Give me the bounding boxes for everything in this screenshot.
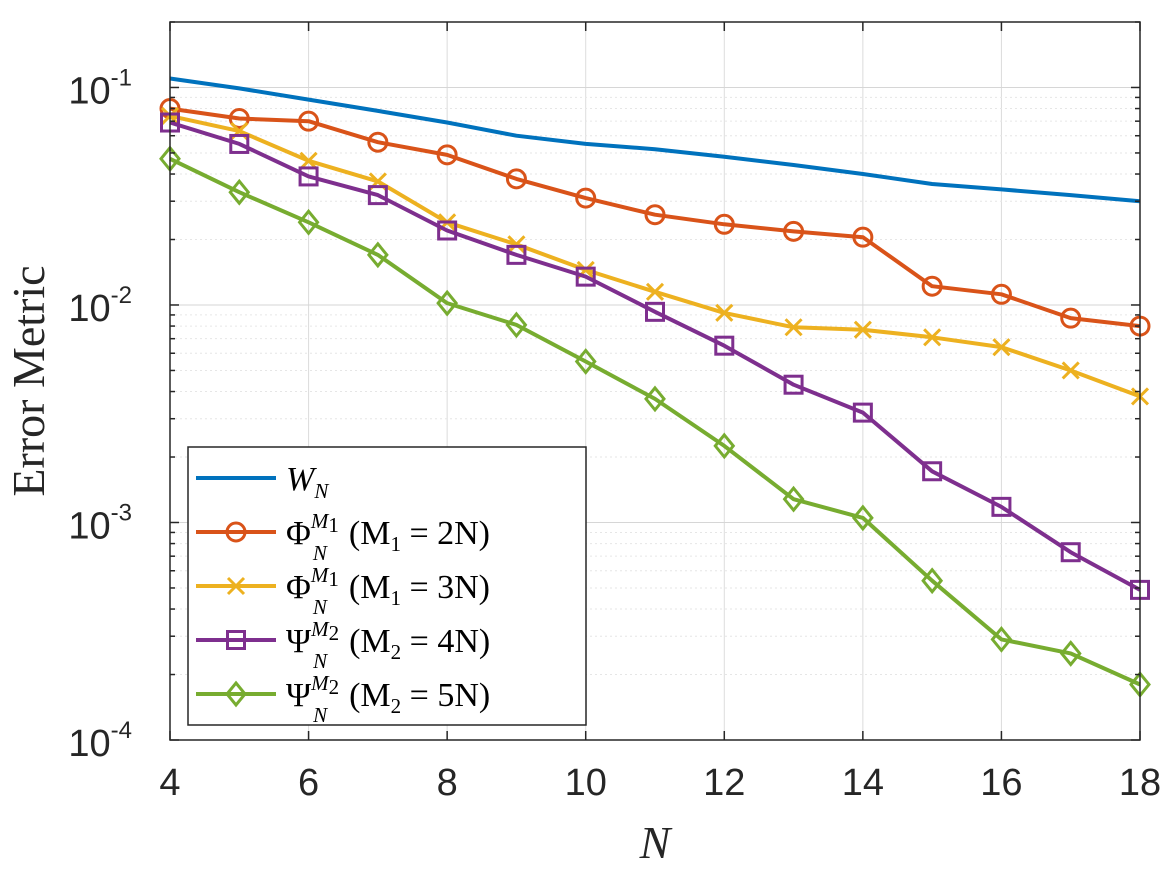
data-point <box>1061 361 1080 380</box>
data-point <box>226 630 246 650</box>
data-point <box>783 220 805 242</box>
data-point <box>225 680 247 708</box>
data-point <box>852 226 874 248</box>
legend-entry: ΨM2 N(M2 = 5N) <box>196 671 490 727</box>
data-point <box>644 204 666 226</box>
data-point <box>507 235 526 254</box>
legend-entry: WN <box>196 461 329 503</box>
data-point <box>1059 640 1082 667</box>
data-point <box>921 275 943 297</box>
data-point <box>575 187 597 209</box>
data-point <box>225 521 247 543</box>
y-tick-label: 10-1 <box>68 64 132 112</box>
data-point <box>366 241 389 269</box>
legend-label: ΦM1 N(M1 = 2N) <box>286 509 490 565</box>
legend-label: ΨM2 N(M2 = 5N) <box>286 671 490 727</box>
data-point <box>367 185 388 206</box>
data-point <box>990 626 1013 653</box>
data-point <box>784 318 803 337</box>
plot-frame <box>169 21 1141 741</box>
series-x <box>160 106 1150 406</box>
series-line <box>169 106 1141 329</box>
data-point <box>713 213 735 235</box>
x-tick-label: 6 <box>298 762 319 804</box>
data-point <box>229 133 250 154</box>
legend-label: ΦM1 N(M1 = 3N) <box>286 563 490 619</box>
data-point <box>645 282 665 301</box>
y-axis-label: Error Metric <box>3 265 54 496</box>
data-point <box>714 335 735 356</box>
data-point <box>853 320 872 339</box>
data-point <box>644 385 666 413</box>
y-tick-label: 10-4 <box>68 717 132 765</box>
y-tick-label: 10-3 <box>68 499 132 547</box>
x-tick-label: 4 <box>159 762 180 804</box>
x-tick-label: 8 <box>437 762 458 804</box>
data-point <box>505 311 528 339</box>
data-point <box>505 168 527 190</box>
x-tick-label: 10 <box>565 762 607 804</box>
legend-label: WN <box>286 461 329 503</box>
series-line <box>169 156 1141 687</box>
data-point <box>299 151 318 170</box>
data-point <box>436 144 458 166</box>
data-point <box>922 461 943 482</box>
legend: WN ΦM1 N(M1 = 2N)ΦM1 N(M1 = 3N)ΨM2 N(M2 = 4N… <box>187 446 587 727</box>
data-point <box>1060 542 1081 563</box>
data-point <box>851 504 874 532</box>
data-point <box>991 496 1012 517</box>
data-point <box>990 283 1012 305</box>
data-point <box>921 567 944 595</box>
data-point <box>923 328 942 347</box>
data-point <box>298 166 319 187</box>
data-point <box>437 220 458 241</box>
y-tick-label: 10-2 <box>68 282 132 330</box>
ticks: 4 6 8 10 12 14 16 18 10-1 10-2 10-3 10-4 <box>68 21 1161 804</box>
x-tick-label: 14 <box>842 762 884 804</box>
data-point <box>782 485 805 513</box>
data-point <box>783 374 804 395</box>
data-point <box>297 208 320 236</box>
series-line <box>169 76 1141 204</box>
x-tick-label: 16 <box>980 762 1022 804</box>
series-line <box>169 120 1141 592</box>
series-square <box>160 112 1150 600</box>
data-point <box>574 348 597 375</box>
data-point <box>852 402 873 423</box>
data-point <box>367 131 389 153</box>
data-point <box>506 244 527 265</box>
data-point <box>298 110 320 132</box>
x-tick-label: 12 <box>703 762 745 804</box>
series-diamond <box>159 145 1151 698</box>
series-layer <box>159 76 1151 698</box>
data-point <box>575 266 596 287</box>
data-point <box>226 576 246 596</box>
data-point <box>228 108 250 130</box>
legend-entry: ΦM1 N(M1 = 2N) <box>196 509 490 565</box>
series-none <box>169 76 1141 204</box>
data-point <box>645 301 665 322</box>
x-tick-label: 18 <box>1119 762 1161 804</box>
legend-label: ΨM2 N(M2 = 4N) <box>286 617 490 673</box>
legend-entry: ΦM1 N(M1 = 3N) <box>196 563 490 619</box>
data-point <box>228 178 251 206</box>
data-point <box>992 338 1011 357</box>
data-point <box>436 289 459 317</box>
x-axis-label: N <box>639 817 673 868</box>
data-point <box>713 432 736 460</box>
legend-entry: ΨM2 N(M2 = 4N) <box>196 617 490 673</box>
data-point <box>1060 307 1082 329</box>
data-point <box>715 303 734 322</box>
